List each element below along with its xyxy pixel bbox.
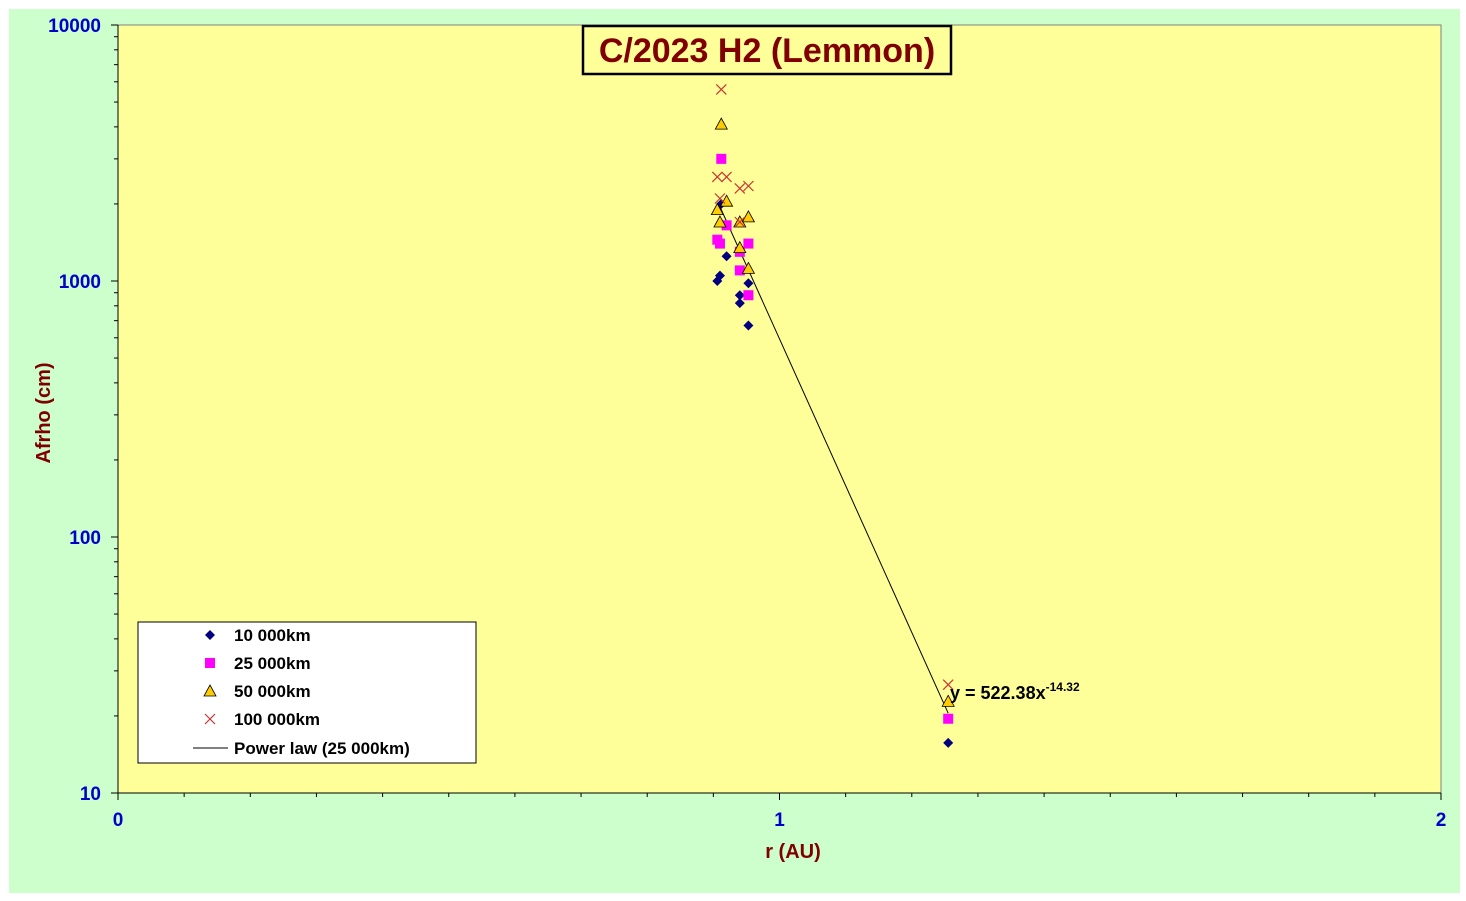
title-box [581,24,953,76]
power-law-trendline [719,206,949,714]
legend-marker [203,684,217,697]
equation-exponent: -14.32 [1046,680,1080,694]
legend-marker [205,630,215,640]
data-point-series-1 [714,270,725,281]
x-marker-stroke [721,171,733,183]
data-point-series-4 [942,679,954,691]
legend-label: 10 000km [234,626,311,645]
data-point-series-4 [711,171,723,183]
legend-label: 50 000km [234,682,311,701]
legend-marker [204,713,216,725]
data-point-series-4 [715,84,727,95]
x-tick-label: 2 [1436,810,1447,831]
data-point-series-4 [714,193,726,204]
data-point-series-3 [719,194,734,207]
trendline-equation: y = 522.38x-14.32 [950,680,1080,703]
x-marker-stroke [734,182,746,194]
data-point-series-1 [721,251,732,262]
legend-label: 25 000km [234,654,311,673]
y-tick-label: 100 [69,528,101,549]
equation-main: y = 522.38x [950,683,1046,703]
tick-labels: 10 100 1000 10000 0 1 2 [48,16,1446,831]
data-points [710,84,955,748]
x-tick-label: 0 [113,810,124,831]
trendline-path [719,206,949,714]
data-point-series-3 [741,210,756,223]
x-marker-stroke [715,84,727,95]
y-tick-label: 10 [80,784,101,805]
data-point-series-1 [734,298,745,309]
data-point-series-3 [714,117,728,130]
axis-ticks [111,24,1442,800]
chart-title: C/2023 H2 (Lemmon) [599,32,935,70]
legend-label: Power law (25 000km) [234,739,410,758]
y-axis-label: Afrho (cm) [33,362,55,463]
data-point-series-2 [943,713,954,724]
data-point-series-3 [713,215,727,228]
data-point-series-1 [743,320,754,331]
data-point-series-2 [743,290,754,301]
data-point-series-4 [734,182,746,194]
x-marker-stroke [742,180,754,192]
data-point-series-3 [733,240,747,254]
x-marker-stroke [714,193,726,204]
data-point-series-2 [721,220,732,231]
data-point-series-4 [742,180,754,192]
legend-box [137,621,477,764]
x-tick-label: 1 [774,810,785,831]
legend-marker [205,658,215,668]
y-tick-label: 1000 [59,272,101,293]
data-point-series-3 [741,261,756,274]
x-marker-stroke [204,713,216,725]
data-point-series-1 [743,278,754,289]
x-axis-label: r (AU) [765,841,821,863]
data-point-series-3 [710,202,724,216]
data-point-series-2 [734,265,745,276]
y-tick-label: 10000 [48,16,101,37]
legend: 10 000km 25 000km 50 000km 100 000km Power l… [193,626,410,758]
data-point-series-2 [716,153,727,164]
x-marker-stroke [711,171,723,183]
data-point-series-2 [743,238,754,249]
data-point-series-2 [714,238,725,249]
legend-label: 100 000km [234,710,320,729]
x-marker-stroke [942,679,954,691]
data-point-series-1 [943,737,954,748]
data-point-series-3 [941,694,955,707]
data-point-series-4 [734,216,746,228]
data-point-series-1 [734,290,745,301]
x-marker-stroke [734,216,746,228]
data-point-series-4 [721,171,733,183]
